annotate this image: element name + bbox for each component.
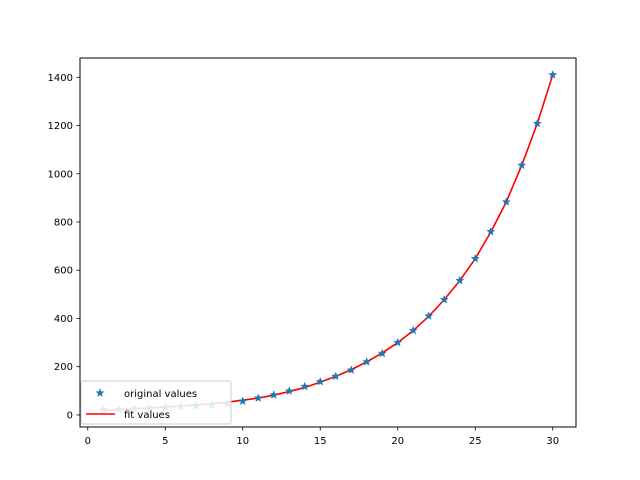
legend-label-original: original values xyxy=(124,389,197,400)
legend-label-fit: fit values xyxy=(124,410,170,421)
legend-box xyxy=(80,380,232,425)
legend-star-shape xyxy=(95,388,105,397)
plot-frame xyxy=(79,57,577,428)
x-tick-label: 25 xyxy=(469,436,482,447)
x-tick-label: 0 xyxy=(85,436,91,447)
original-value-point xyxy=(548,70,558,79)
original-value-point xyxy=(439,294,449,304)
original-value-point xyxy=(424,311,434,320)
y-tick-label: 1400 xyxy=(48,73,73,84)
x-tick-label: 20 xyxy=(391,436,404,447)
y-tick-label: 600 xyxy=(54,266,73,277)
original-value-point xyxy=(331,371,341,381)
original-value-point xyxy=(362,357,372,366)
original-value-point xyxy=(486,226,496,236)
original-value-point xyxy=(532,118,542,128)
legend: original values fit values xyxy=(80,380,232,425)
x-tick-label: 10 xyxy=(236,436,249,447)
original-value-point xyxy=(393,337,403,347)
y-axis-ticks: 0 200 400 600 800 1000 1200 1400 xyxy=(48,73,80,421)
original-value-point xyxy=(408,325,418,335)
y-tick-label: 1000 xyxy=(48,169,73,180)
y-tick-label: 0 xyxy=(67,410,73,421)
y-tick-label: 800 xyxy=(54,218,73,229)
original-value-point xyxy=(269,390,279,399)
x-tick-label: 30 xyxy=(546,436,559,447)
x-tick-label: 15 xyxy=(314,436,327,447)
original-value-point xyxy=(315,376,325,386)
original-value-point xyxy=(346,365,356,374)
x-tick-label: 5 xyxy=(162,436,168,447)
original-value-point xyxy=(253,393,263,402)
x-axis-ticks: 0 5 10 15 20 25 30 xyxy=(85,427,559,447)
original-value-point xyxy=(238,396,248,406)
original-value-point xyxy=(284,386,294,395)
original-value-point xyxy=(377,348,387,358)
original-value-point xyxy=(501,197,511,206)
y-tick-label: 1200 xyxy=(48,121,73,132)
plot-area xyxy=(80,58,576,427)
original-value-point xyxy=(455,275,465,285)
original-value-point xyxy=(300,381,310,391)
original-value-point xyxy=(517,160,527,170)
y-tick-label: 400 xyxy=(54,314,73,325)
original-value-point xyxy=(470,253,480,263)
y-tick-label: 200 xyxy=(54,362,73,373)
legend-star-icon xyxy=(95,388,105,397)
